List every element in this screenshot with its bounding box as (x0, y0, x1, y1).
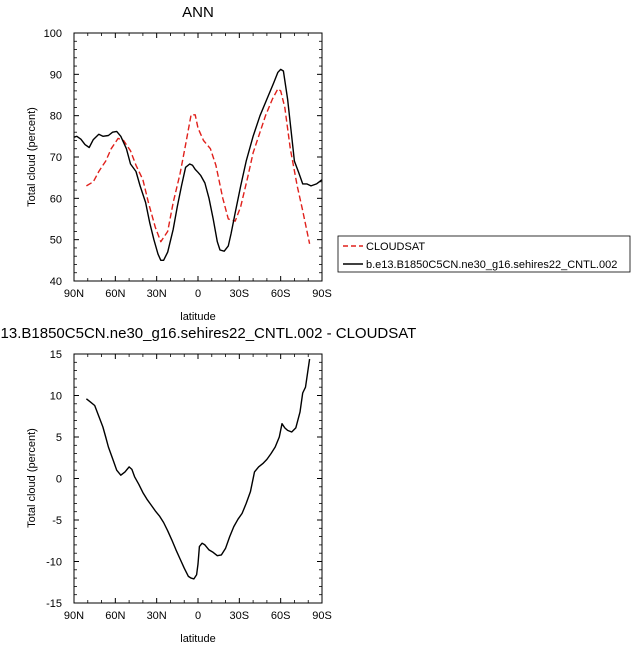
chart-title: b.e13.B1850C5CN.ne30_g16.sehires22_CNTL.… (0, 325, 416, 342)
x-tick-label: 60S (271, 610, 291, 622)
y-tick-label: 50 (50, 235, 62, 247)
y-axis-title: Total cloud (percent) (26, 428, 38, 528)
series-line-0 (86, 88, 311, 244)
x-tick-label: 60N (105, 288, 125, 300)
x-tick-label: 60S (271, 288, 291, 300)
legend-label-model: b.e13.B1850C5CN.ne30_g16.sehires22_CNTL.… (366, 259, 617, 271)
y-tick-label: -10 (46, 557, 62, 569)
series-line-1 (73, 68, 323, 261)
chart-title: ANN (182, 4, 214, 21)
x-tick-label: 0 (195, 610, 201, 622)
legend: CLOUDSAT b.e13.B1850C5CN.ne30_g16.sehire… (337, 235, 631, 273)
x-tick-label: 60N (105, 610, 125, 622)
series-line-0 (85, 358, 311, 580)
y-tick-label: 0 (56, 474, 62, 486)
y-tick-label: 60 (50, 193, 62, 205)
x-tick-label: 30N (147, 610, 167, 622)
y-tick-label: -15 (46, 598, 62, 610)
y-tick-label: -5 (52, 515, 62, 527)
x-axis-title: latitude (180, 633, 215, 645)
legend-label-cloudsat: CLOUDSAT (366, 241, 425, 253)
x-tick-label: 0 (195, 288, 201, 300)
x-tick-label: 30S (230, 610, 250, 622)
chart-difference-total-cloud: b.e13.B1850C5CN.ne30_g16.sehires22_CNTL.… (0, 325, 416, 645)
x-tick-labels: 90N 60N 30N 0 30S 60S 90S (64, 288, 332, 300)
y-tick-label: 70 (50, 152, 62, 164)
y-tick-label: 80 (50, 111, 62, 123)
y-tick-label: 100 (44, 28, 62, 40)
x-tick-label: 30N (147, 288, 167, 300)
x-tick-labels: 90N 60N 30N 0 30S 60S 90S (64, 610, 332, 622)
x-tick-label: 90S (312, 288, 332, 300)
tick-marks (73, 32, 323, 282)
y-tick-label: 10 (50, 391, 62, 403)
chart-annual-total-cloud: ANN 90N 60N 30N 0 30S 60S 90S 405060708090100 … (26, 4, 631, 323)
legend-box (337, 235, 631, 273)
y-tick-label: 90 (50, 69, 62, 81)
plot-frame (73, 32, 323, 282)
series-layer (85, 358, 311, 580)
series-layer (73, 68, 323, 261)
plot-frame (73, 353, 323, 604)
y-tick-label: 5 (56, 432, 62, 444)
y-axis-title: Total cloud (percent) (26, 107, 38, 207)
x-tick-label: 30S (230, 288, 250, 300)
y-tick-label: 40 (50, 276, 62, 288)
x-tick-label: 90N (64, 288, 84, 300)
y-tick-label: 15 (50, 349, 62, 361)
x-tick-label: 90N (64, 610, 84, 622)
y-tick-labels: -15 -10 -5 0 5 10 15 (46, 349, 62, 610)
x-tick-label: 90S (312, 610, 332, 622)
y-tick-labels: 40 50 60 70 80 90 100 (44, 28, 62, 288)
x-axis-title: latitude (180, 311, 215, 323)
